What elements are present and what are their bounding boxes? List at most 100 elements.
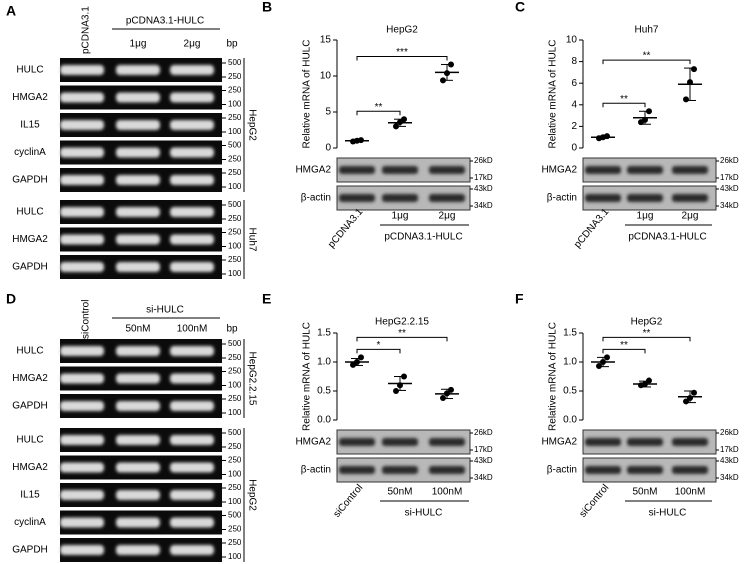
gel-band: [170, 120, 214, 130]
y-axis-label: Relative mRNA of HULC: [302, 322, 313, 431]
error-bar: [684, 67, 696, 101]
blot-band: [429, 166, 465, 174]
chart-title: HepG2: [631, 317, 663, 328]
y-tick-label: 6: [571, 78, 577, 89]
error-bar: [441, 388, 453, 400]
gel-band: [116, 490, 160, 500]
panel-letter: F: [515, 291, 524, 307]
gel-band: [116, 147, 160, 158]
gene-label: GAPDH: [12, 262, 48, 273]
gel-band: [170, 435, 214, 445]
lane-label: 2μg: [184, 39, 201, 50]
blot-band: [382, 166, 418, 174]
block-label: Huh7: [246, 228, 257, 252]
error-bar: [394, 118, 406, 127]
marker-label: 500: [228, 428, 242, 437]
category-label: siControl: [332, 483, 366, 520]
gel-band: [60, 401, 104, 411]
error-bar: [394, 376, 406, 391]
significance-bracket: [356, 348, 401, 354]
lane-label: siControl: [81, 300, 92, 339]
category-label: 100nM: [675, 487, 706, 498]
y-tick-label: 10: [566, 35, 578, 46]
chart-title: Huh7: [635, 25, 659, 36]
blot-label: HMGA2: [295, 437, 331, 448]
blot-band: [339, 466, 375, 474]
marker-label: 500: [228, 339, 242, 348]
marker-label: 100: [228, 552, 242, 561]
marker-label: 100: [228, 408, 242, 417]
gel-band: [60, 147, 104, 158]
marker-label: 26kD: [720, 428, 739, 437]
marker-label: 500: [228, 200, 242, 209]
gel-band: [170, 545, 214, 555]
blot-band: [585, 438, 621, 446]
error-bar: [351, 139, 363, 143]
gel-band: [116, 401, 160, 411]
panel-letter: E: [262, 291, 271, 307]
marker-label: 250: [228, 538, 242, 547]
gel-band: [116, 65, 160, 75]
category-label: 1μg: [392, 211, 409, 222]
gene-label: cyclinA: [14, 147, 46, 158]
category-group-label: si-HULC: [649, 508, 687, 519]
gel-band: [60, 435, 104, 445]
marker-label: 500: [228, 141, 242, 150]
gene-label: HMGA2: [12, 92, 48, 103]
y-tick-label: 0: [325, 143, 331, 154]
marker-label: 250: [228, 168, 242, 177]
gel-band: [60, 517, 104, 528]
marker-label: 250: [228, 442, 242, 451]
blot-label: HMGA2: [295, 165, 331, 176]
lane-label: 1μg: [130, 39, 147, 50]
y-tick-label: 0.5: [317, 386, 331, 397]
category-label: 100nM: [432, 487, 463, 498]
marker-label: 100: [228, 100, 242, 109]
marker-label: 43kD: [720, 456, 739, 465]
gel-band: [116, 373, 160, 384]
category-label: 2μg: [682, 211, 699, 222]
blot-band: [672, 166, 708, 174]
marker-label: 17kD: [474, 173, 493, 182]
significance-label: **: [643, 328, 651, 339]
marker-label: 100: [228, 127, 242, 136]
marker-label: 250: [228, 367, 242, 376]
significance-label: **: [620, 340, 628, 351]
gel-band: [170, 234, 214, 245]
panel-letter: C: [515, 0, 525, 15]
gel-band: [116, 207, 160, 217]
gel-band: [60, 490, 104, 500]
blot-band: [627, 166, 663, 174]
category-label: siControl: [578, 483, 612, 520]
gel-band: [116, 262, 160, 272]
gel-band: [170, 401, 214, 411]
blot-band: [382, 466, 418, 474]
gel-band: [116, 545, 160, 555]
category-label: pCDNA3.1: [572, 206, 611, 250]
gene-label: HMGA2: [12, 234, 48, 245]
gel-band: [60, 545, 104, 555]
y-axis-label: Relative mRNA of HULC: [548, 40, 559, 149]
category-label: 2μg: [439, 211, 456, 222]
blot-label: β-actin: [547, 465, 577, 476]
data-point: [691, 66, 697, 73]
y-tick-label: 0: [571, 143, 577, 154]
marker-label: 250: [228, 113, 242, 122]
block-label: HepG2: [246, 109, 257, 141]
blot-label: β-actin: [301, 465, 331, 476]
category-label: pCDNA3.1: [326, 206, 365, 250]
marker-label: 250: [228, 214, 242, 223]
marker-label: 250: [228, 86, 242, 95]
gel-band: [60, 346, 104, 356]
marker-label: 17kD: [474, 445, 493, 454]
lane-group-label: si-HULC: [146, 305, 184, 316]
y-tick-label: 0.0: [563, 415, 577, 426]
data-point: [596, 363, 602, 370]
gel-band: [116, 234, 160, 245]
gene-label: HULC: [16, 346, 43, 357]
blot-band: [627, 194, 663, 202]
category-label: 50nM: [632, 487, 657, 498]
marker-label: 17kD: [720, 173, 739, 182]
blot-band: [585, 166, 621, 174]
marker-label: 34kD: [720, 201, 739, 210]
